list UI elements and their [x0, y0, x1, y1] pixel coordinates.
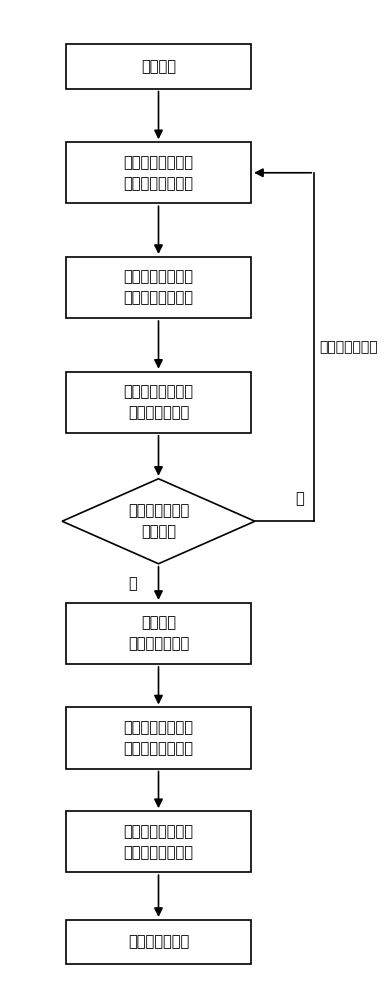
Text: 根据频偏似然函数
进行一维频偏搜索: 根据频偏似然函数 进行一维频偏搜索 — [124, 720, 194, 756]
Text: 是: 是 — [128, 576, 137, 591]
Text: 多周期时偏似然函
数值非相干合并: 多周期时偏似然函 数值非相干合并 — [124, 384, 194, 420]
Text: 合并结果最大值
大于阈值: 合并结果最大值 大于阈值 — [128, 503, 189, 539]
Bar — [66, 372, 251, 433]
Bar — [66, 603, 251, 664]
Bar — [66, 257, 251, 318]
Text: 寻找频偏似然函数
最大值对应的频偏: 寻找频偏似然函数 最大值对应的频偏 — [124, 824, 194, 860]
Text: 滑动窗向前滑动: 滑动窗向前滑动 — [320, 340, 378, 354]
Bar — [66, 811, 251, 872]
Text: 接收序列: 接收序列 — [141, 59, 176, 74]
Polygon shape — [62, 479, 255, 564]
Bar — [66, 920, 251, 964]
Bar — [66, 707, 251, 769]
Text: 滑动窗截取数据并
进行滤波、降采样: 滑动窗截取数据并 进行滤波、降采样 — [124, 155, 194, 191]
Text: 定时成功
获得时偏估计值: 定时成功 获得时偏估计值 — [128, 615, 189, 651]
Text: 否: 否 — [295, 491, 304, 506]
Text: 获得频偏估计值: 获得频偏估计值 — [128, 934, 189, 949]
Bar — [66, 142, 251, 203]
Text: 根据时偏似然函数
进行一维时偏搜索: 根据时偏似然函数 进行一维时偏搜索 — [124, 270, 194, 306]
Bar — [66, 44, 251, 89]
